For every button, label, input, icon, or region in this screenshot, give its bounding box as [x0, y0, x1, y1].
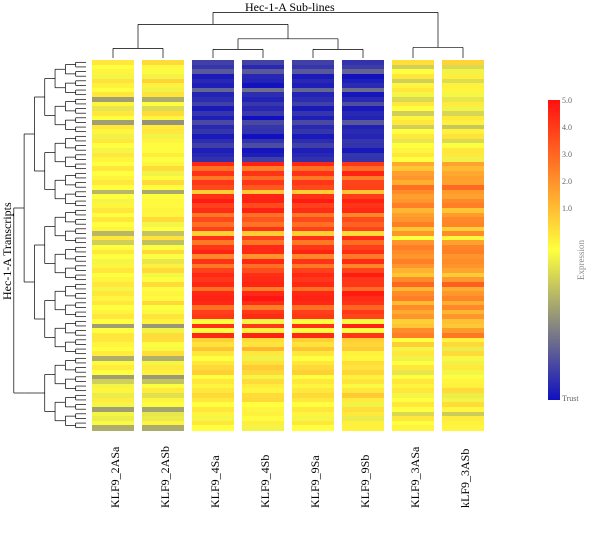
heatmap-column — [342, 60, 384, 430]
column-label: KLF9_2ASb — [158, 446, 173, 508]
heatmap-cell — [292, 425, 334, 430]
heatmap-cell — [392, 425, 434, 430]
heatmap — [88, 60, 488, 430]
column-label: KLF9_2ASa — [108, 447, 123, 508]
colorbar-tick: 5.0 — [562, 96, 572, 105]
heatmap-column — [142, 60, 184, 430]
colorbar: Expression 5.04.03.02.01.0 Trust — [548, 100, 588, 400]
heatmap-cell — [442, 425, 484, 430]
column-label: KLF9_4Sa — [208, 455, 223, 508]
heatmap-column — [292, 60, 334, 430]
heatmap-column — [392, 60, 434, 430]
column-label: kLF9_3ASb — [458, 449, 473, 508]
colorbar-tick: 4.0 — [562, 123, 572, 132]
y-axis-title: Hec-1-A Transcripts — [0, 202, 15, 300]
column-label: KLF9_3ASa — [408, 447, 423, 508]
heatmap-column — [442, 60, 484, 430]
heatmap-column — [92, 60, 134, 430]
colorbar-tick: 2.0 — [562, 177, 572, 186]
heatmap-cell — [342, 425, 384, 430]
column-label: KLF9_9Sb — [358, 455, 373, 508]
heatmap-column — [242, 60, 284, 430]
heatmap-column — [192, 60, 234, 430]
colorbar-bottom-label: Trust — [562, 394, 579, 403]
colorbar-tick: 3.0 — [562, 150, 572, 159]
heatmap-cell — [242, 425, 284, 430]
heatmap-cell — [142, 425, 184, 430]
x-axis-title: Hec-1-A Sub-lines — [245, 0, 335, 15]
row-dendrogram — [10, 60, 86, 430]
column-label: KLF9_4Sb — [258, 455, 273, 508]
colorbar-tick: 1.0 — [562, 204, 572, 213]
heatmap-cell — [92, 425, 134, 430]
column-dendrogram — [88, 10, 488, 58]
heatmap-cell — [192, 425, 234, 430]
column-label: KLF9_9Sa — [308, 455, 323, 508]
colorbar-gradient — [548, 100, 560, 400]
colorbar-title: Expression — [576, 240, 586, 280]
